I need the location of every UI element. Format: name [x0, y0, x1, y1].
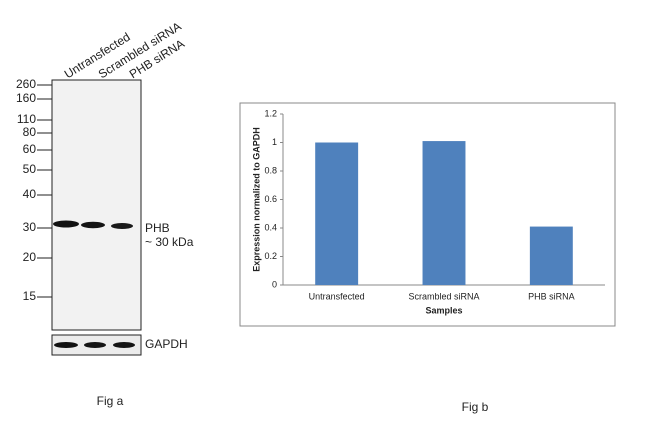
y-axis-title: Expression normalized to GAPDH: [251, 127, 261, 272]
phb-bands: [53, 220, 133, 229]
chart-frame: [239, 102, 616, 327]
marker-label: 60: [23, 142, 37, 156]
x-tick-label: Scrambled siRNA: [408, 291, 479, 301]
marker-label: 160: [16, 91, 36, 105]
y-tick-label: 0.6: [264, 194, 277, 204]
marker-label: 50: [23, 162, 37, 176]
x-tick-label: Untransfected: [309, 291, 365, 301]
y-tick-label: 0: [272, 279, 277, 289]
target-size: ~ 30 kDa: [145, 235, 194, 249]
bar: [315, 142, 359, 285]
target-label: PHB: [145, 221, 170, 235]
y-tick-label: 0.2: [264, 251, 277, 261]
blot-membrane: [51, 79, 142, 331]
y-tick-label: 0.8: [264, 165, 277, 175]
marker-label: 30: [23, 220, 37, 234]
caption: Fig b: [462, 400, 489, 414]
loading-control-label: GAPDH: [145, 337, 188, 351]
marker-label: 110: [17, 112, 36, 126]
caption: Fig a: [97, 394, 124, 408]
y-tick-label: 1.2: [264, 108, 277, 118]
marker-label: 20: [23, 250, 37, 264]
x-tick-label: PHB siRNA: [528, 291, 575, 301]
marker-label: 40: [23, 187, 37, 201]
marker-label: 15: [23, 289, 37, 303]
x-axis-title: Samples: [425, 305, 462, 315]
bar: [422, 141, 466, 285]
marker-label: 80: [23, 125, 37, 139]
bar: [529, 226, 573, 285]
gapdh-bands: [54, 342, 135, 348]
y-tick-label: 1: [272, 137, 277, 147]
y-tick-label: 0.4: [264, 222, 277, 232]
marker-label: 260: [16, 77, 36, 91]
